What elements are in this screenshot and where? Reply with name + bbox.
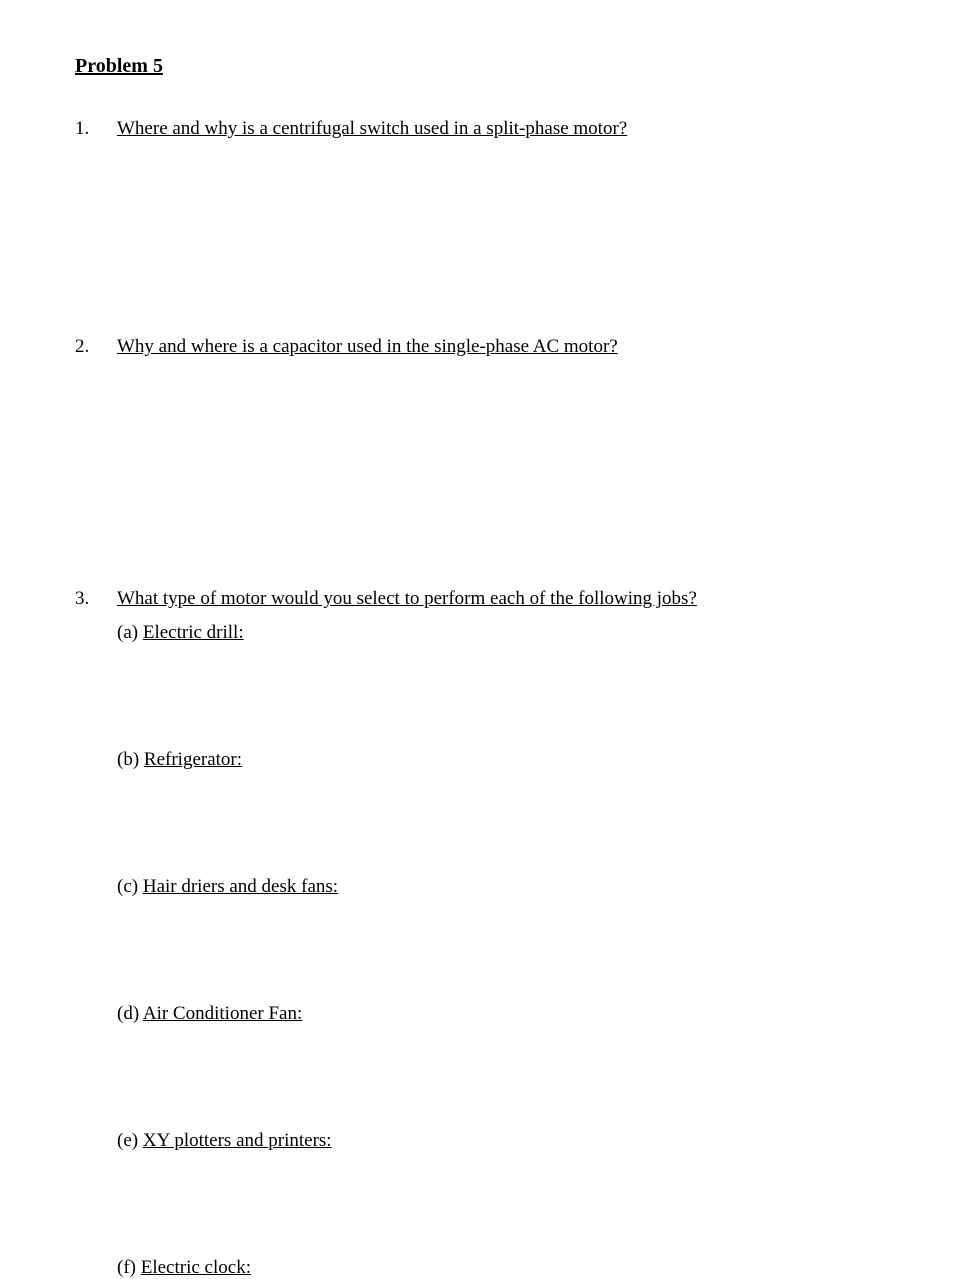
question-2-text: Why and where is a capacitor used in the… [117,336,618,358]
sub-item-e: (e) XY plotters and printers: [117,1130,886,1152]
sub-d-label: (d) [117,1003,143,1024]
sub-item-a: (a) Electric drill: [117,622,886,644]
sub-f-label: (f) [117,1257,141,1278]
sub-a-text: Electric drill: [143,622,244,643]
question-1-number: 1. [75,118,117,140]
question-3: 3. What type of motor would you select t… [75,588,886,610]
question-2: 2. Why and where is a capacitor used in … [75,336,886,358]
question-3-subitems: (a) Electric drill: (b) Refrigerator: (c… [117,622,886,1279]
question-2-number: 2. [75,336,117,358]
problem-title: Problem 5 [75,55,886,78]
sub-c-label: (c) [117,876,143,897]
sub-e-text: XY plotters and printers: [143,1130,332,1151]
sub-c-text: Hair driers and desk fans: [143,876,338,897]
sub-item-c: (c) Hair driers and desk fans: [117,876,886,898]
sub-b-label: (b) [117,749,144,770]
sub-a-label: (a) [117,622,143,643]
sub-item-d: (d) Air Conditioner Fan: [117,1003,886,1025]
sub-d-text: Air Conditioner Fan: [143,1003,302,1024]
sub-b-text: Refrigerator: [144,749,242,770]
question-1: 1. Where and why is a centrifugal switch… [75,118,886,140]
question-3-number: 3. [75,588,117,610]
question-1-text: Where and why is a centrifugal switch us… [117,118,627,140]
sub-item-f: (f) Electric clock: [117,1257,886,1279]
sub-item-b: (b) Refrigerator: [117,749,886,771]
question-3-text: What type of motor would you select to p… [117,588,697,610]
sub-e-label: (e) [117,1130,143,1151]
sub-f-text: Electric clock: [141,1257,251,1278]
